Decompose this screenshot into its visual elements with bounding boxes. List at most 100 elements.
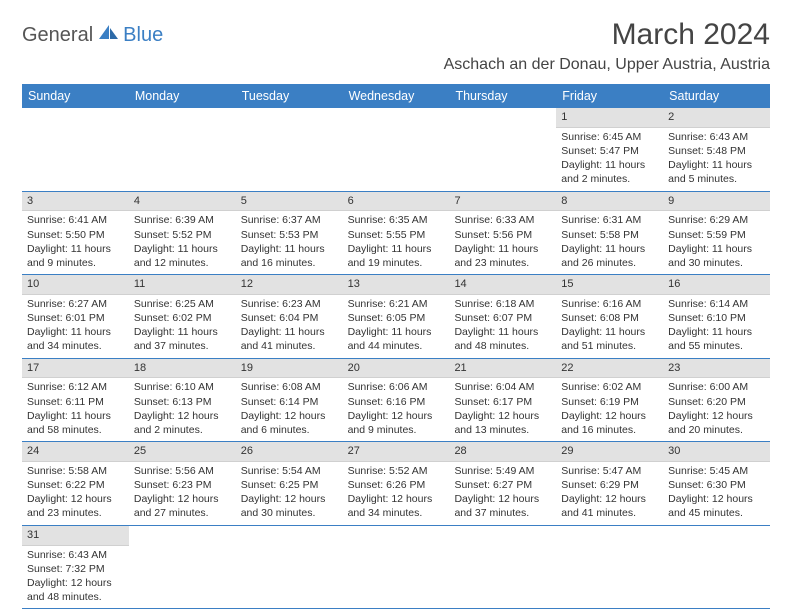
detail-line: Daylight: 11 hours xyxy=(454,325,551,339)
calendar-row: 17Sunrise: 6:12 AMSunset: 6:11 PMDayligh… xyxy=(22,359,770,443)
detail-line: Sunrise: 5:49 AM xyxy=(454,464,551,478)
calendar-cell: 19Sunrise: 6:08 AMSunset: 6:14 PMDayligh… xyxy=(236,359,343,442)
day-number: 13 xyxy=(343,275,450,295)
detail-line: Sunrise: 6:12 AM xyxy=(27,380,124,394)
detail-line: Sunset: 6:16 PM xyxy=(348,395,445,409)
detail-line: and 44 minutes. xyxy=(348,339,445,353)
day-number: 6 xyxy=(343,192,450,212)
calendar-cell xyxy=(449,526,556,609)
calendar-cell: 17Sunrise: 6:12 AMSunset: 6:11 PMDayligh… xyxy=(22,359,129,442)
detail-line: Daylight: 12 hours xyxy=(27,492,124,506)
detail-line: Sunrise: 6:29 AM xyxy=(668,213,765,227)
detail-line: Sunrise: 6:02 AM xyxy=(561,380,658,394)
day-number: 17 xyxy=(22,359,129,379)
day-details: Sunrise: 6:35 AMSunset: 5:55 PMDaylight:… xyxy=(343,211,450,274)
detail-line: Daylight: 12 hours xyxy=(561,409,658,423)
calendar-cell xyxy=(343,108,450,191)
detail-line: and 23 minutes. xyxy=(27,506,124,520)
detail-line: Sunrise: 6:45 AM xyxy=(561,130,658,144)
detail-line: Sunset: 6:30 PM xyxy=(668,478,765,492)
detail-line: Sunrise: 6:18 AM xyxy=(454,297,551,311)
detail-line: Sunset: 6:13 PM xyxy=(134,395,231,409)
day-number: 15 xyxy=(556,275,663,295)
detail-line: Daylight: 11 hours xyxy=(561,325,658,339)
calendar-cell: 7Sunrise: 6:33 AMSunset: 5:56 PMDaylight… xyxy=(449,192,556,275)
detail-line: Daylight: 11 hours xyxy=(668,158,765,172)
detail-line: Sunset: 6:14 PM xyxy=(241,395,338,409)
detail-line: Daylight: 12 hours xyxy=(241,492,338,506)
detail-line: Sunset: 5:50 PM xyxy=(27,228,124,242)
detail-line: Sunset: 5:59 PM xyxy=(668,228,765,242)
day-number: 31 xyxy=(22,526,129,546)
detail-line: Sunrise: 6:39 AM xyxy=(134,213,231,227)
calendar-cell: 29Sunrise: 5:47 AMSunset: 6:29 PMDayligh… xyxy=(556,442,663,525)
detail-line: Sunset: 5:53 PM xyxy=(241,228,338,242)
day-number: 24 xyxy=(22,442,129,462)
detail-line: Sunset: 6:26 PM xyxy=(348,478,445,492)
calendar-header-row: Sunday Monday Tuesday Wednesday Thursday… xyxy=(22,84,770,108)
detail-line: Sunset: 6:02 PM xyxy=(134,311,231,325)
day-number: 7 xyxy=(449,192,556,212)
detail-line: Sunrise: 6:25 AM xyxy=(134,297,231,311)
day-number: 14 xyxy=(449,275,556,295)
col-head-thu: Thursday xyxy=(449,84,556,108)
detail-line: Daylight: 11 hours xyxy=(134,325,231,339)
detail-line: Sunset: 5:47 PM xyxy=(561,144,658,158)
calendar-row: 1Sunrise: 6:45 AMSunset: 5:47 PMDaylight… xyxy=(22,108,770,192)
detail-line: Sunset: 6:05 PM xyxy=(348,311,445,325)
detail-line: Sunrise: 5:58 AM xyxy=(27,464,124,478)
day-number: 4 xyxy=(129,192,236,212)
detail-line: and 51 minutes. xyxy=(561,339,658,353)
detail-line: and 41 minutes. xyxy=(561,506,658,520)
day-details: Sunrise: 6:41 AMSunset: 5:50 PMDaylight:… xyxy=(22,211,129,274)
day-details: Sunrise: 5:52 AMSunset: 6:26 PMDaylight:… xyxy=(343,462,450,525)
col-head-mon: Monday xyxy=(129,84,236,108)
detail-line: and 37 minutes. xyxy=(134,339,231,353)
detail-line: and 58 minutes. xyxy=(27,423,124,437)
detail-line: and 2 minutes. xyxy=(561,172,658,186)
detail-line: Daylight: 12 hours xyxy=(134,409,231,423)
day-number: 22 xyxy=(556,359,663,379)
col-head-sun: Sunday xyxy=(22,84,129,108)
day-details: Sunrise: 6:25 AMSunset: 6:02 PMDaylight:… xyxy=(129,295,236,358)
detail-line: Sunrise: 5:52 AM xyxy=(348,464,445,478)
detail-line: and 30 minutes. xyxy=(668,256,765,270)
day-details: Sunrise: 6:06 AMSunset: 6:16 PMDaylight:… xyxy=(343,378,450,441)
calendar-cell: 18Sunrise: 6:10 AMSunset: 6:13 PMDayligh… xyxy=(129,359,236,442)
day-number: 12 xyxy=(236,275,343,295)
detail-line: Sunrise: 6:33 AM xyxy=(454,213,551,227)
detail-line: Sunrise: 5:47 AM xyxy=(561,464,658,478)
day-details: Sunrise: 6:33 AMSunset: 5:56 PMDaylight:… xyxy=(449,211,556,274)
calendar-cell: 20Sunrise: 6:06 AMSunset: 6:16 PMDayligh… xyxy=(343,359,450,442)
day-number: 28 xyxy=(449,442,556,462)
detail-line: Sunrise: 6:04 AM xyxy=(454,380,551,394)
calendar-cell: 28Sunrise: 5:49 AMSunset: 6:27 PMDayligh… xyxy=(449,442,556,525)
day-number: 18 xyxy=(129,359,236,379)
detail-line: Sunrise: 6:27 AM xyxy=(27,297,124,311)
calendar-cell: 5Sunrise: 6:37 AMSunset: 5:53 PMDaylight… xyxy=(236,192,343,275)
detail-line: and 37 minutes. xyxy=(454,506,551,520)
calendar: Sunday Monday Tuesday Wednesday Thursday… xyxy=(22,84,770,609)
calendar-cell: 12Sunrise: 6:23 AMSunset: 6:04 PMDayligh… xyxy=(236,275,343,358)
day-number: 2 xyxy=(663,108,770,128)
detail-line: Sunrise: 6:10 AM xyxy=(134,380,231,394)
detail-line: and 27 minutes. xyxy=(134,506,231,520)
detail-line: and 9 minutes. xyxy=(27,256,124,270)
detail-line: Daylight: 11 hours xyxy=(454,242,551,256)
calendar-cell: 13Sunrise: 6:21 AMSunset: 6:05 PMDayligh… xyxy=(343,275,450,358)
detail-line: Sunrise: 6:23 AM xyxy=(241,297,338,311)
day-number: 19 xyxy=(236,359,343,379)
col-head-fri: Friday xyxy=(556,84,663,108)
day-details: Sunrise: 6:43 AMSunset: 7:32 PMDaylight:… xyxy=(22,546,129,609)
detail-line: Sunrise: 6:06 AM xyxy=(348,380,445,394)
detail-line: Daylight: 11 hours xyxy=(348,325,445,339)
calendar-cell: 10Sunrise: 6:27 AMSunset: 6:01 PMDayligh… xyxy=(22,275,129,358)
detail-line: Sunset: 6:19 PM xyxy=(561,395,658,409)
day-details: Sunrise: 6:18 AMSunset: 6:07 PMDaylight:… xyxy=(449,295,556,358)
day-number: 20 xyxy=(343,359,450,379)
detail-line: Sunrise: 6:16 AM xyxy=(561,297,658,311)
calendar-body: 1Sunrise: 6:45 AMSunset: 5:47 PMDaylight… xyxy=(22,108,770,609)
calendar-cell: 30Sunrise: 5:45 AMSunset: 6:30 PMDayligh… xyxy=(663,442,770,525)
day-details: Sunrise: 6:37 AMSunset: 5:53 PMDaylight:… xyxy=(236,211,343,274)
page-header: General Blue March 2024 Aschach an der D… xyxy=(22,18,770,74)
